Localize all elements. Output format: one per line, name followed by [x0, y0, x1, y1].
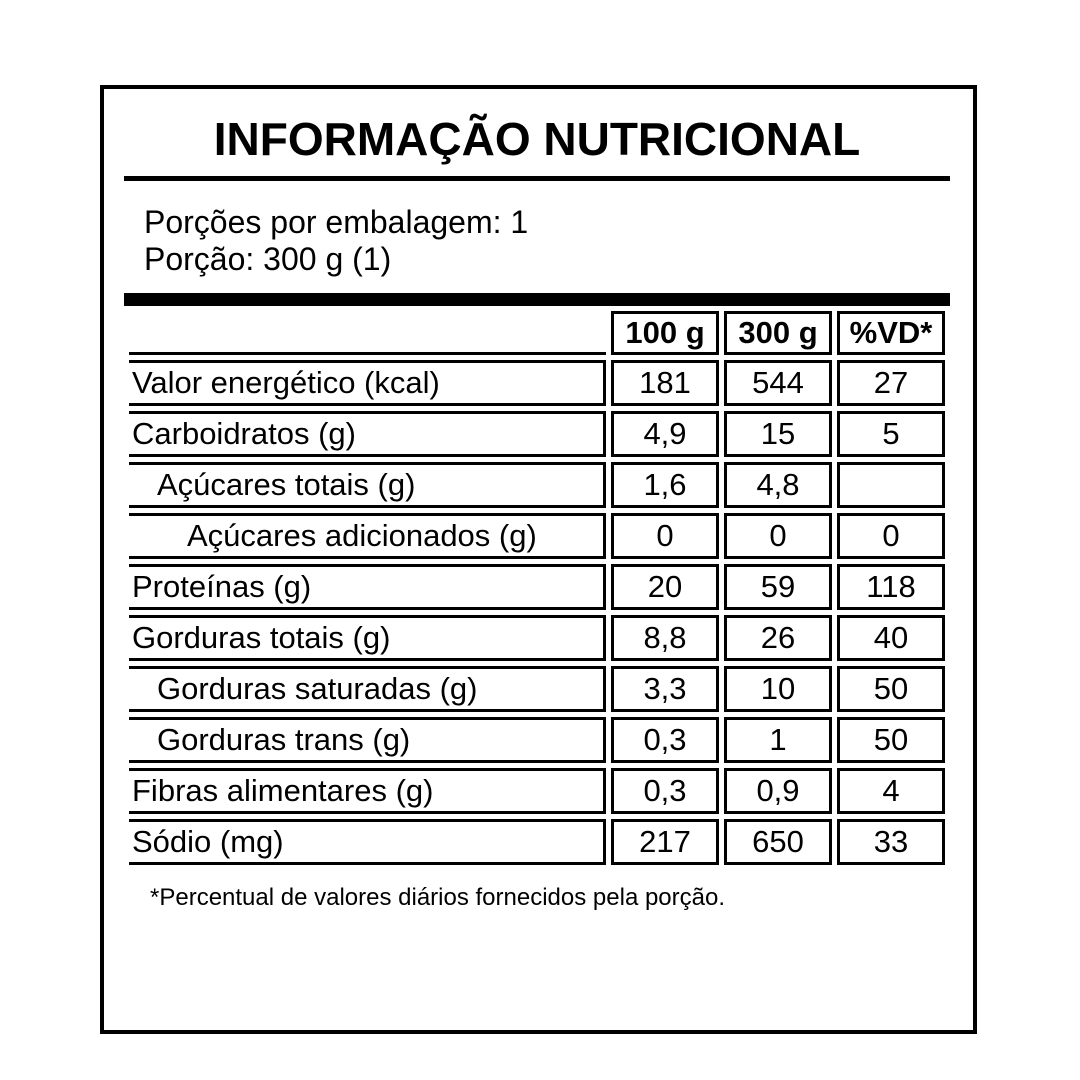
value-300g-cell: 10 — [724, 666, 832, 712]
value-300g-cell: 0,9 — [724, 768, 832, 814]
nutrition-table: 100 g 300 g %VD* Valor energético (kcal)… — [124, 306, 950, 870]
value-300g-cell: 0 — [724, 513, 832, 559]
table-top-bar — [124, 293, 950, 306]
value-100g-cell: 0 — [611, 513, 719, 559]
value-300g-cell: 59 — [724, 564, 832, 610]
value-300g-cell: 26 — [724, 615, 832, 661]
table-row: Proteínas (g) 20 59 118 — [129, 564, 945, 610]
table-row: Açúcares adicionados (g) 0 0 0 — [129, 513, 945, 559]
table-header-row: 100 g 300 g %VD* — [129, 311, 945, 355]
nutrient-name-cell: Gorduras trans (g) — [129, 717, 606, 763]
table-row: Sódio (mg) 217 650 33 — [129, 819, 945, 865]
value-vd-cell — [837, 462, 945, 508]
nutrient-name-cell: Gorduras saturadas (g) — [129, 666, 606, 712]
value-vd-cell: 33 — [837, 819, 945, 865]
value-vd-cell: 50 — [837, 666, 945, 712]
value-100g-cell: 0,3 — [611, 717, 719, 763]
nutrition-label: INFORMAÇÃO NUTRICIONAL Porções por embal… — [100, 85, 977, 1034]
value-vd-cell: 4 — [837, 768, 945, 814]
value-100g-cell: 217 — [611, 819, 719, 865]
value-300g-cell: 1 — [724, 717, 832, 763]
value-100g-cell: 20 — [611, 564, 719, 610]
value-100g-cell: 3,3 — [611, 666, 719, 712]
label-title: INFORMAÇÃO NUTRICIONAL — [213, 113, 861, 165]
servings-per-package-text: Porções por embalagem: 1 — [144, 204, 529, 240]
nutrient-name-cell: Proteínas (g) — [129, 564, 606, 610]
header-vd: %VD* — [837, 311, 945, 355]
serving-info: Porções por embalagem: 1 Porção: 300 g (… — [144, 204, 950, 278]
nutrient-name-cell: Sódio (mg) — [129, 819, 606, 865]
value-vd-cell: 0 — [837, 513, 945, 559]
value-300g-cell: 544 — [724, 360, 832, 406]
nutrient-name-cell: Açúcares adicionados (g) — [129, 513, 606, 559]
value-300g-cell: 650 — [724, 819, 832, 865]
header-blank-cell — [129, 311, 606, 355]
serving-size-text: Porção: 300 g (1) — [144, 241, 392, 277]
value-100g-cell: 0,3 — [611, 768, 719, 814]
table-row: Valor energético (kcal) 181 544 27 — [129, 360, 945, 406]
value-100g-cell: 8,8 — [611, 615, 719, 661]
nutrient-name-cell: Açúcares totais (g) — [129, 462, 606, 508]
nutrient-name-cell: Valor energético (kcal) — [129, 360, 606, 406]
value-300g-cell: 15 — [724, 411, 832, 457]
value-100g-cell: 181 — [611, 360, 719, 406]
value-vd-cell: 27 — [837, 360, 945, 406]
nutrition-table-body: Valor energético (kcal) 181 544 27 Carboidra… — [129, 360, 945, 865]
table-row: Gorduras trans (g) 0,3 1 50 — [129, 717, 945, 763]
table-row: Gorduras totais (g) 8,8 26 40 — [129, 615, 945, 661]
header-100g: 100 g — [611, 311, 719, 355]
value-vd-cell: 118 — [837, 564, 945, 610]
header-300g: 300 g — [724, 311, 832, 355]
table-row: Gorduras saturadas (g) 3,3 10 50 — [129, 666, 945, 712]
nutrient-name-cell: Gorduras totais (g) — [129, 615, 606, 661]
value-vd-cell: 40 — [837, 615, 945, 661]
footnote-text: *Percentual de valores diários fornecido… — [150, 884, 726, 911]
value-300g-cell: 4,8 — [724, 462, 832, 508]
value-100g-cell: 4,9 — [611, 411, 719, 457]
table-row: Fibras alimentares (g) 0,3 0,9 4 — [129, 768, 945, 814]
nutrient-name-cell: Carboidratos (g) — [129, 411, 606, 457]
value-vd-cell: 50 — [837, 717, 945, 763]
nutrient-name-cell: Fibras alimentares (g) — [129, 768, 606, 814]
value-100g-cell: 1,6 — [611, 462, 719, 508]
value-vd-cell: 5 — [837, 411, 945, 457]
title-divider — [124, 176, 950, 181]
table-row: Carboidratos (g) 4,9 15 5 — [129, 411, 945, 457]
table-row: Açúcares totais (g) 1,6 4,8 — [129, 462, 945, 508]
